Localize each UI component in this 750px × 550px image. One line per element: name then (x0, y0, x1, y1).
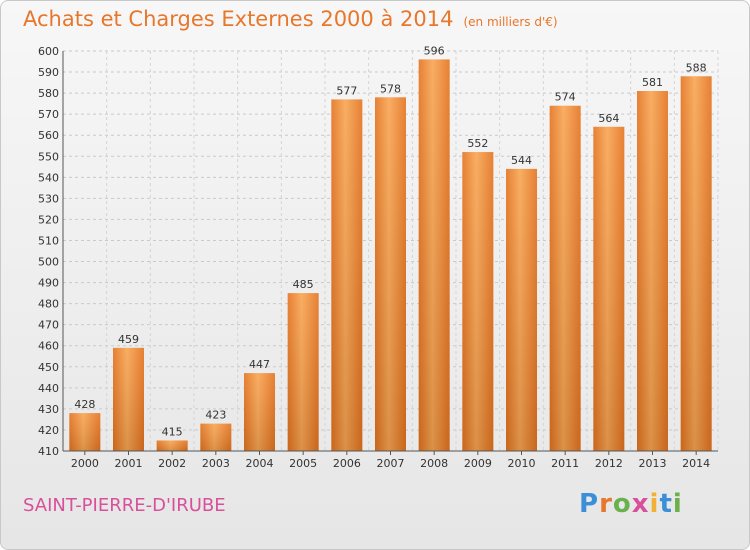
x-tick-label: 2003 (202, 457, 230, 470)
bar-shade (244, 373, 275, 451)
x-tick-label: 2012 (595, 457, 623, 470)
x-tick-label: 2005 (289, 457, 317, 470)
chart-subtitle: (en milliers d'€) (463, 15, 558, 29)
y-tick-label: 440 (38, 382, 59, 395)
value-label: 415 (162, 425, 183, 438)
value-label: 423 (205, 409, 226, 422)
y-tick-label: 500 (38, 256, 59, 269)
y-tick-label: 590 (38, 66, 59, 79)
y-tick-label: 540 (38, 171, 59, 184)
bar-shade (680, 76, 712, 452)
value-label: 544 (511, 154, 532, 167)
grid-lines (62, 50, 719, 452)
value-label: 564 (598, 112, 619, 125)
x-tick-label: 2004 (246, 457, 274, 470)
y-tick-label: 570 (38, 108, 59, 121)
x-tick-label: 2008 (420, 457, 448, 470)
x-tick-label: 2014 (682, 457, 710, 470)
bar-shade (69, 413, 101, 451)
logo-letter: x (631, 489, 650, 519)
bar-shade (287, 293, 319, 451)
y-tick-label: 470 (38, 319, 59, 332)
bar-shade (331, 99, 363, 451)
y-tick-label: 460 (38, 340, 59, 353)
y-tick-label: 550 (38, 150, 59, 163)
bar-shade (156, 440, 188, 451)
x-tick-label: 2000 (71, 457, 99, 470)
logo-letter: P (579, 489, 600, 519)
y-tick-label: 450 (38, 361, 59, 374)
bar-shade (200, 423, 232, 451)
logo-letter: i (649, 489, 660, 519)
logo-letter: i (672, 489, 683, 519)
x-tick-label: 2007 (377, 457, 405, 470)
bar-shade (549, 105, 581, 451)
value-label: 428 (74, 398, 95, 411)
x-tick-label: 2006 (333, 457, 361, 470)
bars (69, 59, 712, 452)
value-label: 447 (249, 358, 270, 371)
bar-shade (637, 91, 668, 451)
y-tick-label: 420 (38, 424, 59, 437)
y-tick-label: 490 (38, 277, 59, 290)
value-labels: 428 459 415 423 447 485 577 578 596 552 544 574 564 5… (74, 44, 706, 438)
bar-shade (375, 97, 406, 451)
y-tick-label: 480 (38, 298, 59, 311)
bar-shade (593, 126, 625, 451)
value-label: 578 (380, 82, 401, 95)
y-tick-label: 530 (38, 192, 59, 205)
x-tick-label: 2001 (115, 457, 143, 470)
y-tick-label: 600 (38, 45, 59, 58)
x-tick-label: 2009 (464, 457, 492, 470)
y-tick-label: 510 (38, 234, 59, 247)
value-label: 588 (686, 61, 707, 74)
logo-letter: t (659, 489, 673, 519)
axes: 410 420 430 440 450 460 470 480 490 500 510 520 530 5… (38, 45, 718, 470)
bar-shade (418, 59, 450, 451)
logo-letter: o (612, 489, 632, 519)
bar-shade (462, 152, 494, 452)
value-label: 581 (642, 76, 663, 89)
x-tick-label: 2002 (158, 457, 186, 470)
value-label: 596 (424, 44, 445, 57)
value-label: 459 (118, 333, 139, 346)
y-tick-label: 430 (38, 403, 59, 416)
value-label: 574 (555, 91, 576, 104)
bar-shade (506, 168, 537, 452)
y-tick-label: 520 (38, 213, 59, 226)
chart-title-text: Achats et Charges Externes 2000 à 2014 (23, 7, 454, 31)
y-tick-label: 580 (38, 87, 59, 100)
y-tick-label: 410 (38, 445, 59, 458)
bar-shade (113, 347, 144, 451)
chart-title: Achats et Charges Externes 2000 à 2014 (e… (23, 7, 558, 31)
value-label: 577 (336, 84, 357, 97)
location-name: SAINT-PIERRE-D'IRUBE (23, 495, 226, 516)
x-tick-label: 2013 (639, 457, 667, 470)
value-label: 485 (293, 278, 314, 291)
x-tick-label: 2011 (551, 457, 579, 470)
y-tick-label: 560 (38, 129, 59, 142)
value-label: 552 (467, 137, 488, 150)
logo-letter: r (599, 489, 613, 519)
proxiti-logo: Proxiti (579, 489, 683, 519)
x-tick-label: 2010 (508, 457, 536, 470)
